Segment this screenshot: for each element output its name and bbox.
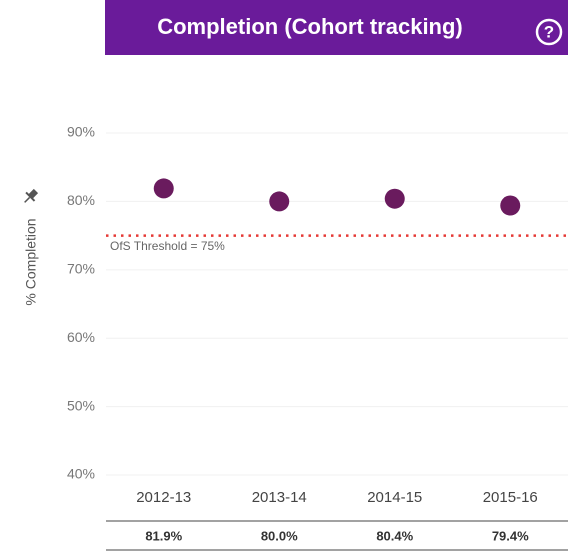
value-label: 79.4%: [492, 528, 529, 543]
dot: [500, 195, 521, 216]
pin-needle[interactable]: [24, 196, 31, 203]
help-label[interactable]: ?: [544, 22, 554, 41]
value-label: 81.9%: [145, 528, 182, 543]
header-bar: [105, 0, 568, 55]
pin-icon[interactable]: [20, 187, 40, 207]
y-tick-label: 40%: [67, 466, 95, 482]
dot: [269, 191, 290, 212]
help-button[interactable]: ?: [535, 18, 563, 46]
dot: [384, 188, 405, 209]
x-tick-label: 2013-14: [252, 489, 307, 506]
threshold-label: OfS Threshold = 75%: [110, 239, 225, 253]
y-tick-label: 80%: [67, 192, 95, 208]
y-axis-title: % Completion: [23, 218, 39, 305]
x-tick-label: 2015-16: [483, 489, 538, 506]
x-tick-label: 2012-13: [136, 489, 191, 506]
y-tick-label: 60%: [67, 329, 95, 345]
dot: [153, 178, 174, 199]
value-label: 80.0%: [261, 528, 298, 543]
pin-base[interactable]: [25, 191, 36, 202]
y-tick-label: 70%: [67, 261, 95, 277]
y-tick-label: 50%: [67, 397, 95, 413]
y-tick-label: 90%: [67, 124, 95, 140]
x-tick-label: 2014-15: [367, 489, 422, 506]
value-label: 80.4%: [376, 528, 413, 543]
chart-title: Completion (Cohort tracking): [157, 14, 463, 39]
help-circle[interactable]: [535, 18, 563, 46]
